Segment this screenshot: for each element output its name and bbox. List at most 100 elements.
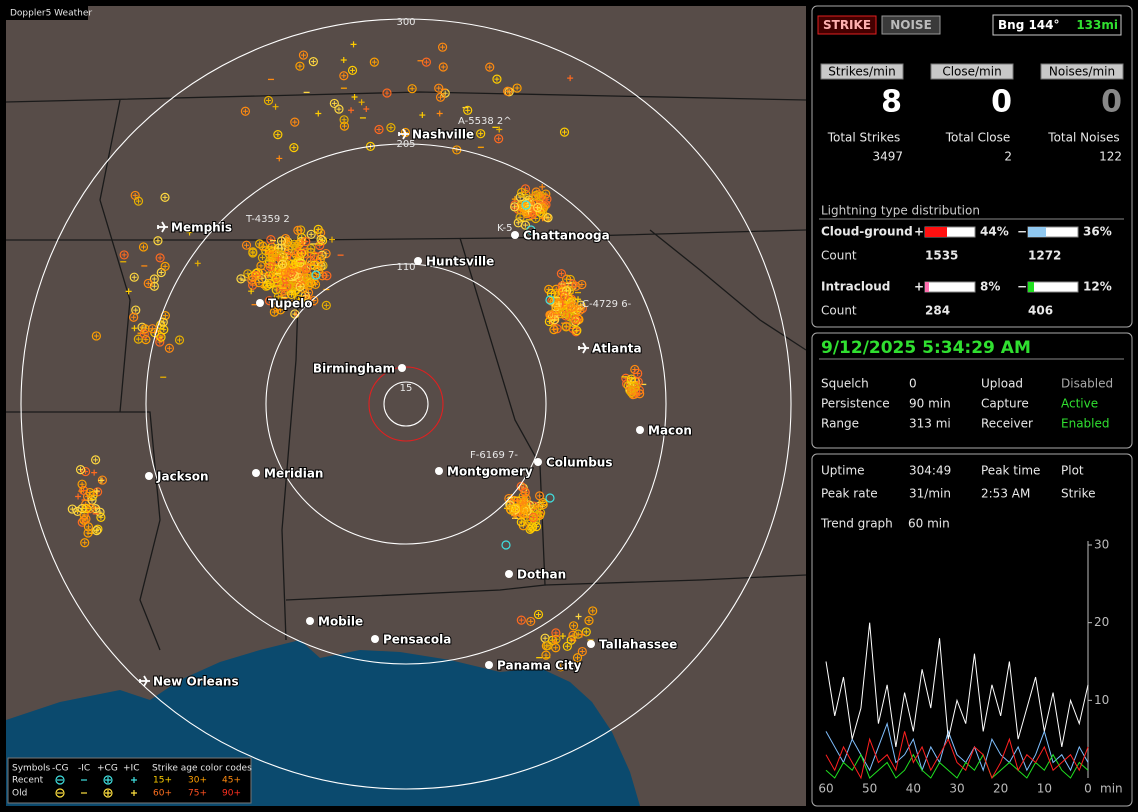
noise-button[interactable] (881, 15, 941, 35)
strike-marker (540, 501, 546, 507)
strike-marker (98, 477, 105, 484)
strike-marker (280, 290, 290, 300)
city-dot (636, 426, 644, 434)
strike-marker (301, 236, 311, 247)
strike-marker (551, 628, 561, 638)
strike-marker (371, 59, 377, 65)
border (649, 229, 806, 351)
strike-marker (409, 86, 415, 92)
border (6, 91, 806, 103)
strike-marker (132, 192, 138, 198)
rate-label-box (1040, 63, 1124, 80)
strike-marker (517, 187, 527, 198)
stats-rows: Uptime 304:49 Peak time Plot Peak rate 31/min… (821, 464, 1096, 501)
strike-marker (583, 629, 589, 635)
strike-marker (559, 127, 570, 137)
strike-marker (569, 621, 579, 631)
strike-marker (321, 300, 331, 310)
strike-marker (307, 258, 313, 264)
strike-marker (153, 236, 163, 246)
city-dot (587, 640, 595, 648)
strike-marker (300, 52, 306, 58)
strike-marker (322, 271, 332, 281)
rate-label: Noises/min (1049, 65, 1115, 79)
strike-marker (523, 496, 529, 502)
strike-marker (494, 76, 500, 82)
storm-label: C-4729 6- (582, 299, 632, 310)
city-dot (485, 661, 493, 669)
stat-cell: Strike (1061, 487, 1096, 501)
strike-marker (162, 263, 168, 269)
setting-label: Persistence (821, 397, 890, 411)
strike-marker (67, 504, 77, 514)
strike-marker (304, 266, 310, 272)
x-tick-label: 10 (1037, 782, 1052, 796)
strike-marker (520, 220, 530, 230)
setting-value: Active (1061, 397, 1098, 411)
strike-marker (553, 306, 559, 312)
percent-bar (925, 282, 929, 292)
strike-marker (162, 313, 168, 319)
strike-marker (129, 272, 139, 282)
strike-marker (308, 57, 318, 67)
strike-marker (295, 61, 305, 71)
trend-label: Trend graph (820, 517, 893, 531)
strike-marker (310, 59, 316, 65)
strike-marker (81, 466, 91, 477)
strike-marker (573, 317, 579, 323)
trend-line (825, 731, 1089, 780)
symbol (105, 777, 111, 783)
noise-button-label[interactable]: NOISE (890, 18, 932, 32)
strike-marker (584, 616, 594, 626)
strike-button[interactable] (817, 15, 877, 35)
strike-marker (143, 278, 153, 289)
strike-marker (535, 204, 541, 210)
city-label: Dothan (517, 568, 566, 582)
strike-marker (626, 385, 637, 395)
strike-marker (438, 62, 448, 72)
strike-marker (258, 241, 268, 251)
strike-marker (508, 493, 515, 500)
strike-marker (91, 455, 101, 465)
strike-marker (339, 71, 349, 81)
rate-label: Strikes/min (828, 65, 895, 79)
symbol (55, 775, 65, 785)
strike-marker (384, 90, 390, 96)
strike-marker (629, 382, 640, 393)
strike-marker (577, 279, 587, 290)
strike-marker (82, 540, 88, 546)
y-tick-label: 10 (1094, 693, 1109, 707)
percent-track (1027, 281, 1079, 293)
strike-marker (271, 274, 281, 284)
strike-marker (358, 99, 365, 106)
range-ring (145, 143, 667, 665)
strike-marker (535, 611, 541, 617)
strike-marker (579, 282, 585, 288)
strike-marker (454, 147, 460, 153)
border (6, 229, 806, 241)
rate-label-box (930, 63, 1014, 80)
strike-marker (313, 281, 319, 287)
trend-window: 60 min (908, 517, 950, 531)
strike-marker (436, 85, 442, 91)
strike-marker (309, 295, 319, 306)
legend-header: +CG (97, 764, 118, 774)
strike-marker (563, 324, 569, 330)
strike-marker (545, 643, 551, 649)
strike-marker (131, 325, 138, 332)
stats-box (811, 5, 1133, 328)
strike-marker (256, 280, 262, 286)
strike-marker (155, 238, 161, 244)
strike-marker (532, 202, 543, 213)
total-label: Total Strikes (827, 131, 901, 145)
storm-label: F-6169 7- (470, 450, 518, 461)
strike-marker (265, 279, 275, 289)
strike-marker (156, 332, 166, 342)
city-label: Macon (648, 424, 692, 438)
count-label: Count (821, 249, 857, 263)
airport-icon (398, 128, 409, 140)
strike-marker (267, 281, 273, 287)
strike-marker (125, 288, 132, 295)
strike-marker (151, 283, 157, 289)
strike-button-label[interactable]: STRIKE (823, 18, 871, 32)
